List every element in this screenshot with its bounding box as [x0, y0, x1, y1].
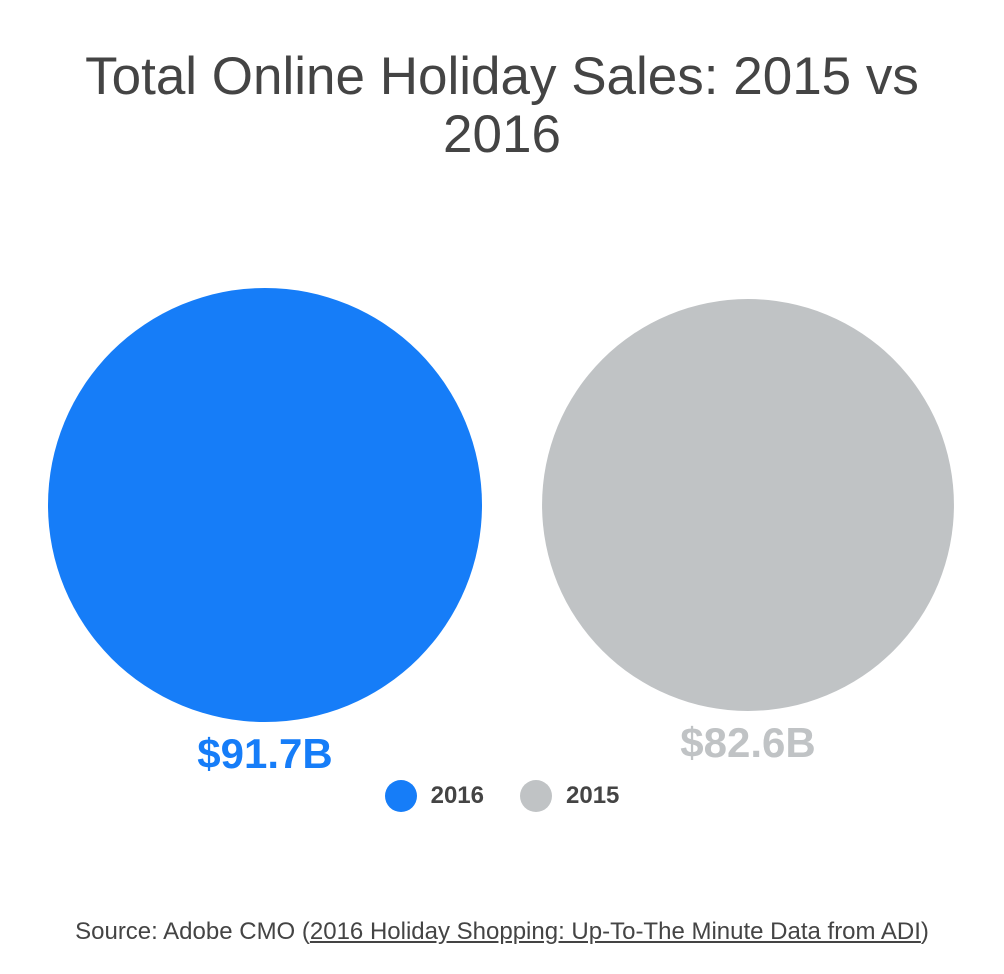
source-link[interactable]: 2016 Holiday Shopping: Up-To-The Minute … — [309, 918, 921, 945]
chart-legend: 2016 2015 — [0, 780, 1004, 812]
bubble-2016 — [48, 288, 482, 722]
legend-swatch-2016 — [384, 780, 417, 812]
legend-item-2016: 2016 — [384, 780, 484, 812]
chart-title: Total Online Holiday Sales: 2015 vs 2016 — [85, 47, 919, 164]
legend-swatch-2015 — [520, 780, 552, 812]
legend-label-2016: 2016 — [430, 782, 484, 809]
source-suffix: ) — [920, 918, 929, 945]
legend-item-2015: 2015 — [520, 780, 619, 812]
legend-label-2015: 2015 — [566, 782, 620, 809]
value-label-2015: $82.6B — [680, 719, 815, 766]
value-label-2016: $91.7B — [197, 730, 332, 777]
source-note: Source: Adobe CMO (2016 Holiday Shopping… — [0, 918, 1004, 946]
source-prefix: Source: Adobe CMO ( — [75, 918, 310, 945]
bubble-2015 — [542, 299, 954, 711]
